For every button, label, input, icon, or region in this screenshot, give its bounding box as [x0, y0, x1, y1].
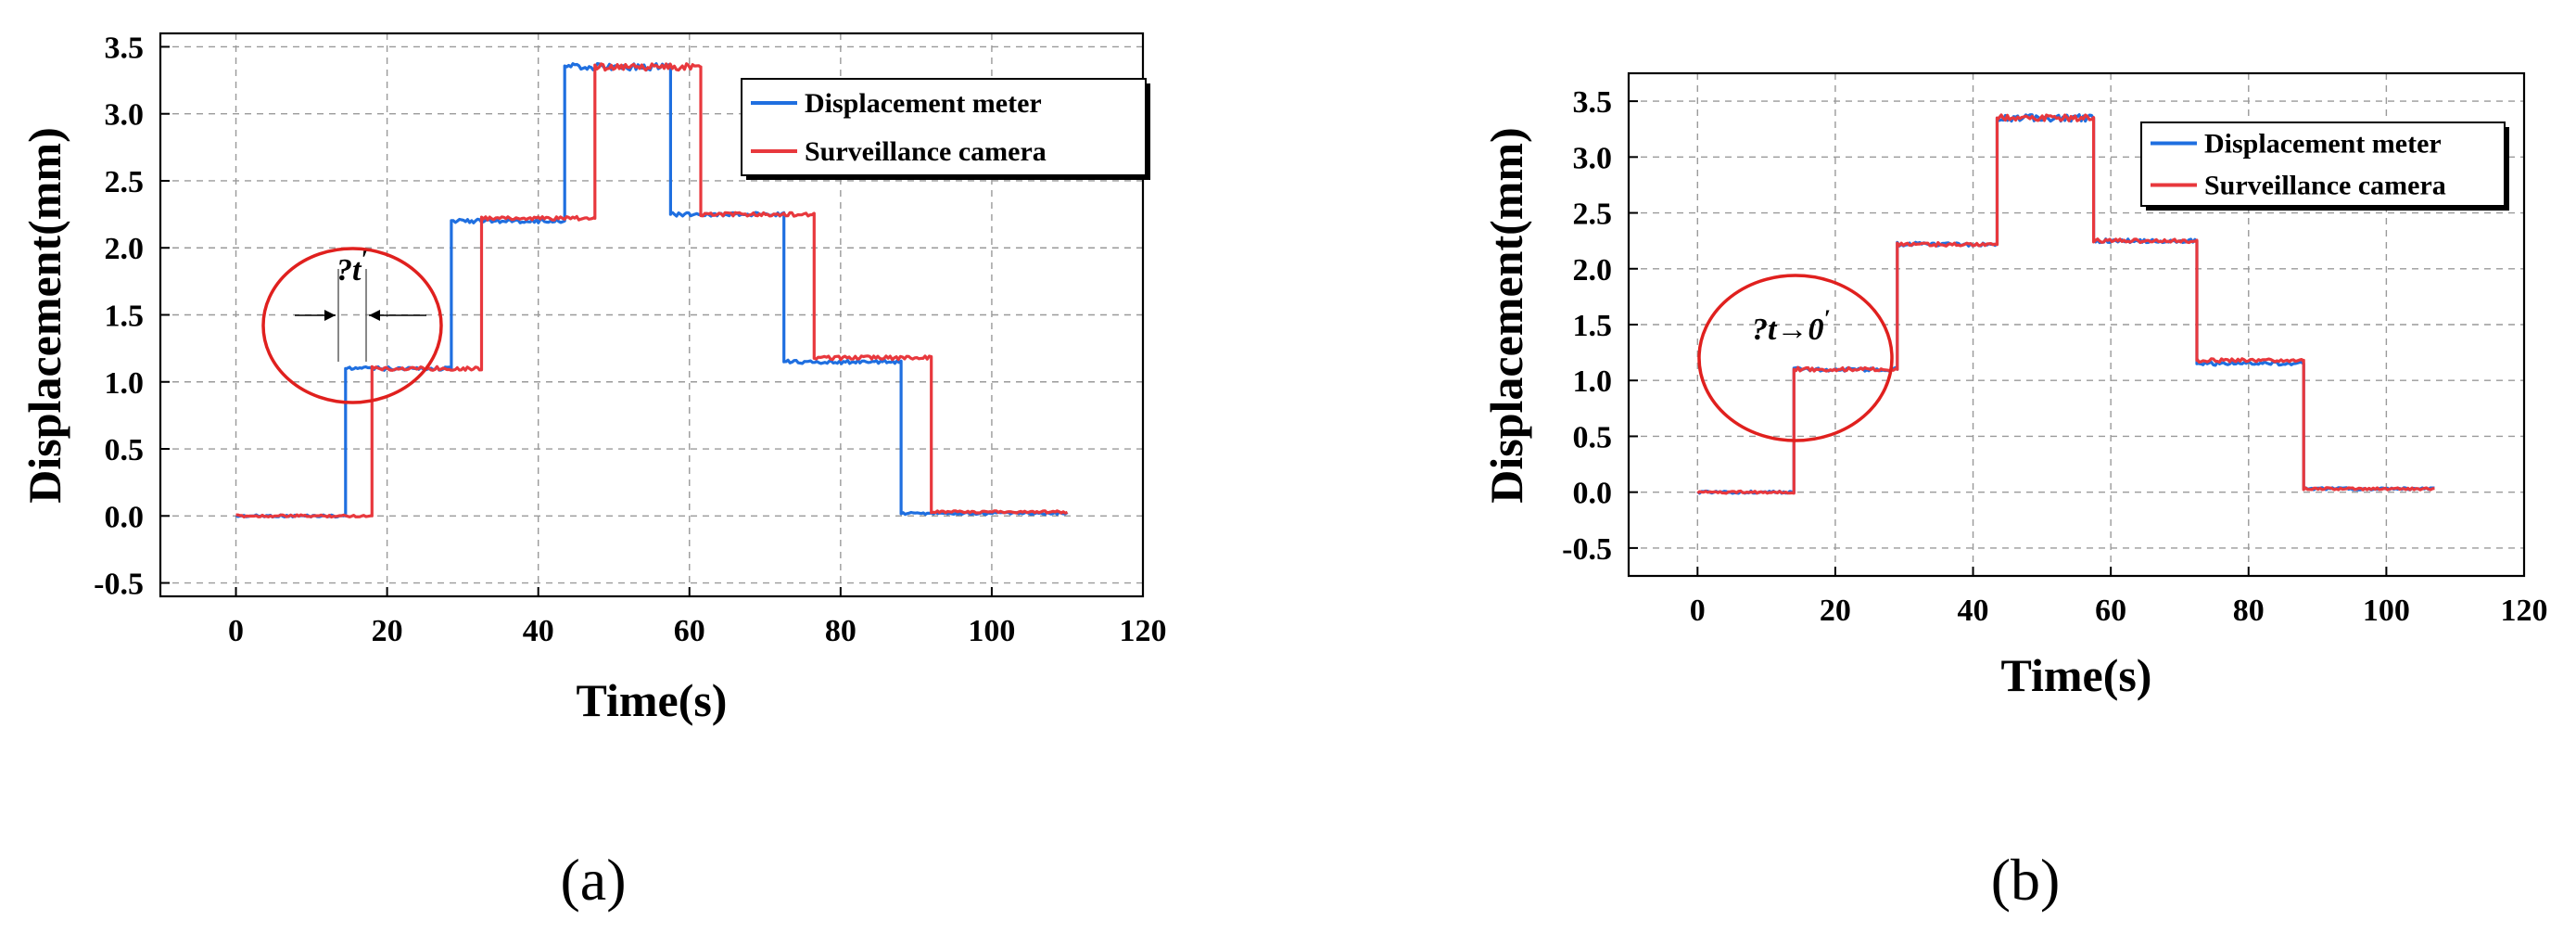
legend-label: Displacement meter [2204, 129, 2442, 160]
series-line-1 [235, 62, 1069, 519]
legend-box [2140, 121, 2506, 207]
y-tick-label: 3.0 [105, 98, 145, 133]
annotation-arrowhead-left [324, 310, 336, 321]
x-tick-label: 20 [372, 614, 403, 648]
y-axis-title: Displacement(mm) [1480, 127, 1532, 503]
y-tick-label: 1.5 [1573, 309, 1613, 343]
y-tick-label: 2.5 [1573, 198, 1613, 232]
y-tick-label: 1.0 [1573, 364, 1613, 399]
x-tick-label: 60 [674, 614, 705, 648]
x-tick-label: 80 [2233, 594, 2265, 628]
x-tick-label: 100 [2363, 594, 2410, 628]
y-tick-label: 3.5 [105, 31, 145, 65]
y-tick-label: 3.0 [1573, 141, 1613, 175]
legend: Displacement meter Surveillance camera [741, 78, 1150, 180]
y-tick-label: 0.0 [105, 500, 145, 534]
y-tick-label: 2.0 [105, 232, 145, 266]
x-axis-title: Time(s) [2001, 649, 2152, 701]
x-tick-label: 120 [1120, 614, 1167, 648]
annotation-circle [1697, 274, 1894, 442]
legend-label: Surveillance camera [805, 136, 1047, 167]
x-tick-label: 0 [228, 614, 244, 648]
x-tick-label: 100 [968, 614, 1015, 648]
chart-panel-a: 0 20 40 60 80 100 120 -0.5 0.0 0.5 1.0 1.5 2.0 2.5 3.0… [19, 31, 1167, 913]
annotation-circle [261, 247, 443, 404]
y-tick-label: -0.5 [94, 568, 144, 602]
x-tick-label: 40 [523, 614, 554, 648]
y-tick-label: 0.5 [1573, 420, 1613, 454]
chart-panel-b: 0 20 40 60 80 100 120 -0.5 0.0 0.5 1.0 1.5 2.0 2.5 3.0… [1480, 71, 2548, 913]
annotation-arrowhead-right [369, 310, 380, 321]
y-tick-label: 0.0 [1573, 477, 1613, 511]
annotation-label: ?t→0′ [1752, 305, 1831, 348]
x-tick-label: 40 [1958, 594, 1989, 628]
x-tick-label: 120 [2501, 594, 2548, 628]
y-tick-label: -0.5 [1562, 532, 1612, 567]
x-tick-label: 20 [1820, 594, 1851, 628]
y-tick-label: 2.0 [1573, 253, 1613, 288]
x-axis-title: Time(s) [577, 674, 728, 726]
legend-label: Surveillance camera [2204, 171, 2446, 201]
y-axis-title: Displacement(mm) [19, 127, 70, 503]
legend: Displacement meter Surveillance camera [2140, 121, 2509, 211]
series-line-1 [1696, 113, 2435, 495]
legend-box [741, 78, 1147, 176]
y-tick-label: 3.5 [1573, 85, 1613, 120]
y-tick-label: 2.5 [105, 165, 145, 199]
x-tick-label: 60 [2095, 594, 2126, 628]
panel-label: (a) [560, 847, 626, 913]
x-tick-label: 0 [1690, 594, 1706, 628]
x-tick-label: 80 [825, 614, 857, 648]
legend-label: Displacement meter [805, 88, 1042, 119]
y-tick-label: 1.5 [105, 300, 145, 334]
panel-label: (b) [1991, 847, 2061, 913]
y-tick-label: 1.0 [105, 366, 145, 401]
y-tick-label: 0.5 [105, 433, 145, 467]
